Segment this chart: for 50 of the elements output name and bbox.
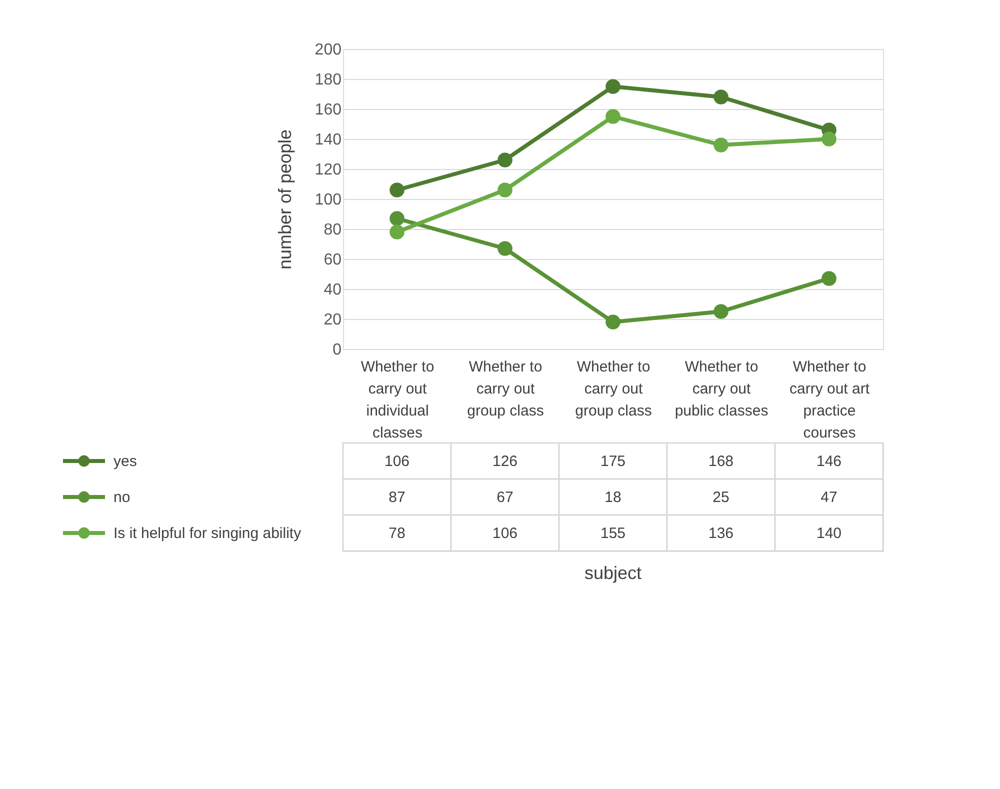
point bbox=[390, 224, 404, 240]
point bbox=[822, 132, 836, 146]
data-label: 87 bbox=[388, 489, 406, 506]
data-label: 25 bbox=[712, 489, 730, 506]
point bbox=[714, 90, 728, 104]
data-label: 18 bbox=[604, 489, 622, 506]
y-tick-label: 120 bbox=[314, 162, 342, 178]
y-tick-label: 100 bbox=[314, 192, 342, 208]
point bbox=[606, 79, 620, 94]
legend-label: Is it helpful for singing ability bbox=[114, 525, 302, 542]
y-tick-label: 180 bbox=[314, 72, 342, 88]
data-label: 168 bbox=[708, 453, 734, 470]
data-label: 78 bbox=[388, 525, 406, 542]
data-label: 155 bbox=[600, 525, 626, 542]
data-label: 67 bbox=[496, 489, 514, 506]
data-label: 106 bbox=[492, 525, 518, 542]
y-tick-label: 40 bbox=[324, 282, 342, 298]
point bbox=[498, 152, 512, 168]
x-tick-label: Whether to carry out group class bbox=[575, 358, 652, 420]
y-axis-title: number of people bbox=[274, 129, 295, 270]
data-label: 47 bbox=[820, 489, 838, 506]
x-tick-label: Whether to carry out public classes bbox=[674, 358, 768, 420]
y-tick-label: 140 bbox=[314, 132, 342, 148]
text: subject bbox=[584, 563, 642, 583]
y-tick-label: 20 bbox=[324, 312, 342, 328]
legend-label: yes bbox=[114, 453, 137, 470]
data-label: 126 bbox=[492, 453, 518, 470]
x-tick-label: Whether to carry out art practice courses bbox=[789, 358, 870, 442]
data-label: 140 bbox=[816, 525, 842, 542]
point bbox=[822, 271, 836, 286]
y-tick-label: 80 bbox=[324, 222, 342, 238]
data-label: 175 bbox=[600, 453, 626, 470]
point bbox=[714, 138, 728, 152]
point bbox=[390, 211, 404, 226]
point bbox=[606, 314, 620, 330]
data-label: 136 bbox=[708, 525, 734, 542]
data-label: 146 bbox=[816, 453, 842, 470]
legend-label: no bbox=[114, 489, 130, 506]
y-tick-label: 60 bbox=[324, 252, 342, 268]
y-tick-label: 0 bbox=[332, 342, 342, 358]
x-tick-label: Whether to carry out individual classes bbox=[360, 358, 434, 442]
x-tick-label: Whether to carry out group class bbox=[467, 358, 544, 420]
y-tick-label: 160 bbox=[314, 102, 342, 118]
point bbox=[714, 304, 728, 319]
data-label: 106 bbox=[384, 453, 410, 470]
point bbox=[498, 182, 512, 198]
point bbox=[390, 182, 404, 198]
point bbox=[498, 241, 512, 256]
y-tick-label: 200 bbox=[314, 42, 342, 58]
point bbox=[606, 109, 620, 124]
